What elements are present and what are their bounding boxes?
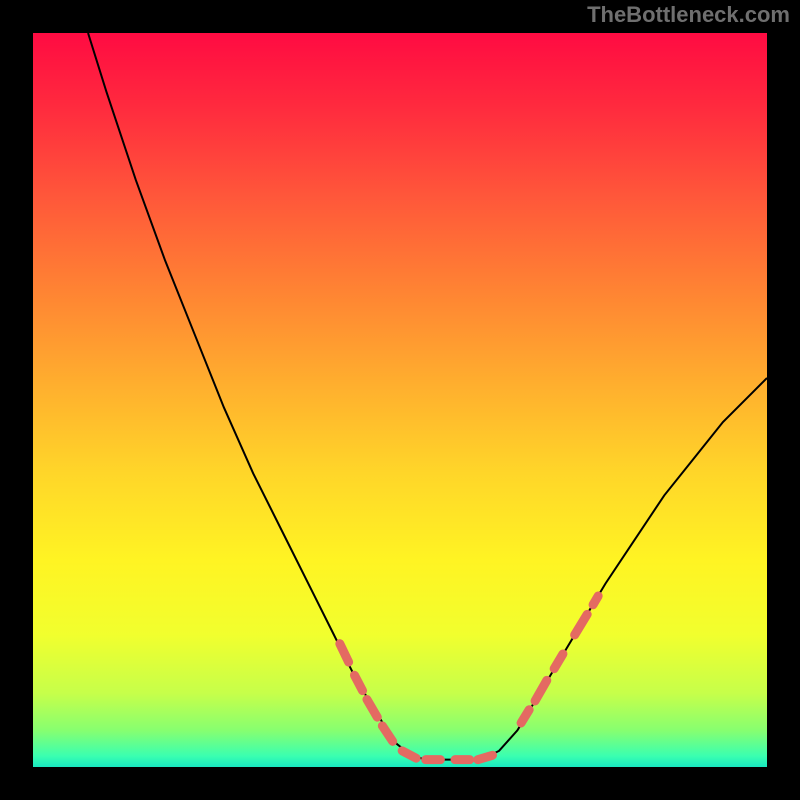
dash-marker <box>367 699 377 717</box>
plot-area <box>33 33 767 767</box>
dash-marker <box>554 654 563 669</box>
chart-frame: TheBottleneck.com <box>0 0 800 800</box>
dash-marker <box>535 680 547 701</box>
bottleneck-curve <box>88 33 767 760</box>
dash-marker <box>478 755 493 759</box>
dash-marker <box>402 751 416 758</box>
watermark-text: TheBottleneck.com <box>587 2 790 28</box>
dash-marker <box>340 644 349 662</box>
dash-marker <box>521 710 529 723</box>
dash-marker <box>575 614 587 635</box>
dash-marker <box>354 675 362 690</box>
curve-layer <box>33 33 767 767</box>
dash-marker <box>593 596 598 605</box>
dash-marker-layer <box>340 596 598 760</box>
dash-marker <box>382 726 392 741</box>
